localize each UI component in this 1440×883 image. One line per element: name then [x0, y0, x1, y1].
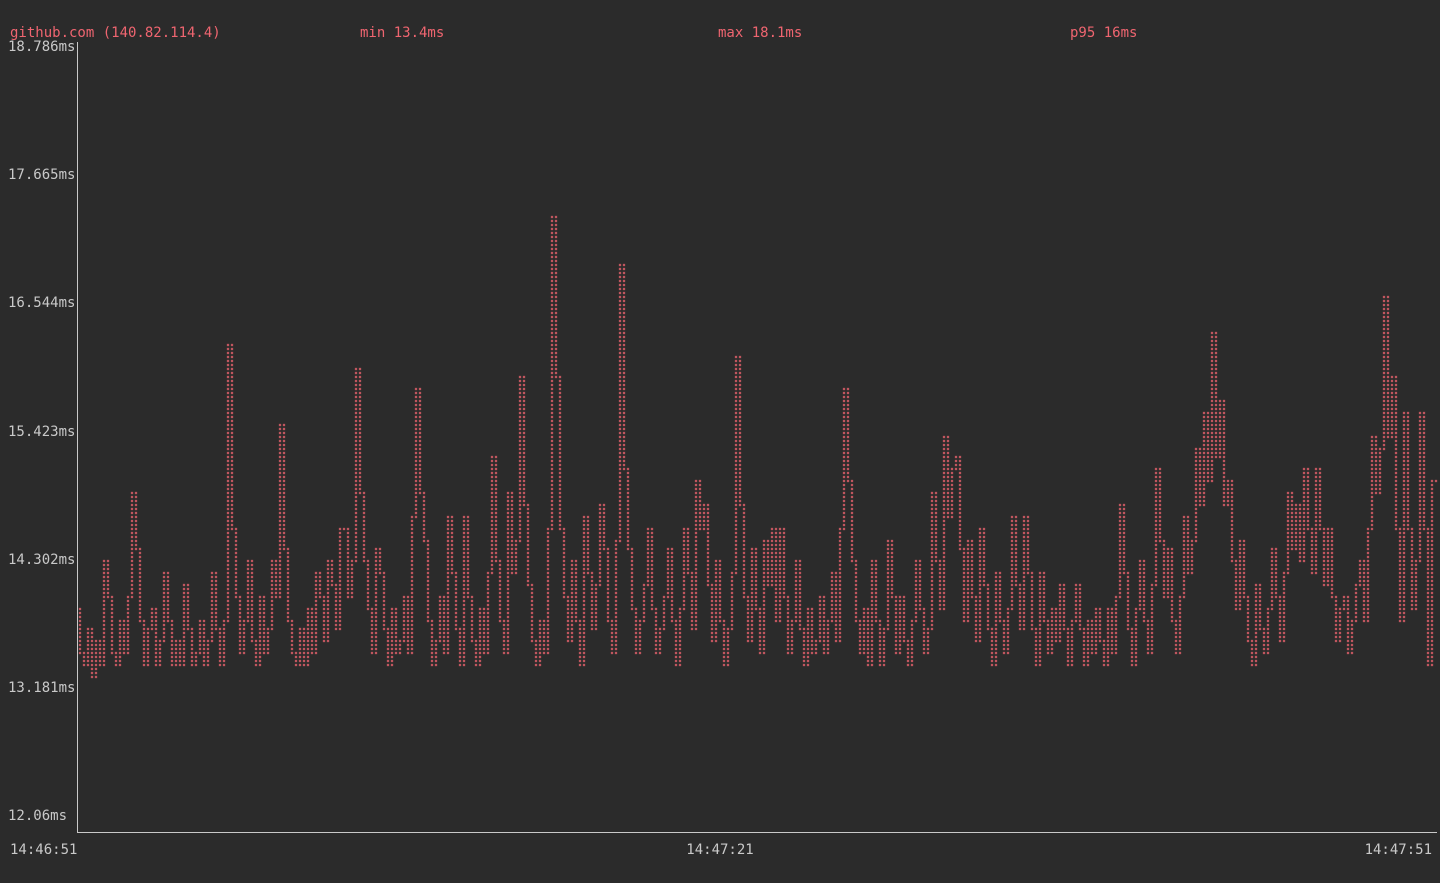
y-axis-tick: 18.786ms: [8, 39, 76, 55]
x-axis-tick: 14:46:51: [10, 842, 78, 858]
x-axis-line: [77, 832, 1437, 833]
y-axis-tick: 17.665ms: [8, 167, 76, 183]
min-stat: min 13.4ms: [360, 25, 445, 41]
max-stat: max 18.1ms: [718, 25, 803, 41]
y-axis-tick: 16.544ms: [8, 295, 76, 311]
y-axis-tick: 15.423ms: [8, 424, 76, 440]
p95-stat: p95 16ms: [1070, 25, 1138, 41]
y-axis-line: [77, 42, 78, 832]
y-axis-tick: 14.302ms: [8, 552, 76, 568]
y-axis-tick: 12.06ms: [8, 808, 68, 824]
host-label: github.com (140.82.114.4): [10, 25, 221, 41]
x-axis-tick: 14:47:51: [1364, 842, 1432, 858]
x-axis-tick: 14:47:21: [686, 842, 754, 858]
y-axis-tick: 13.181ms: [8, 680, 76, 696]
